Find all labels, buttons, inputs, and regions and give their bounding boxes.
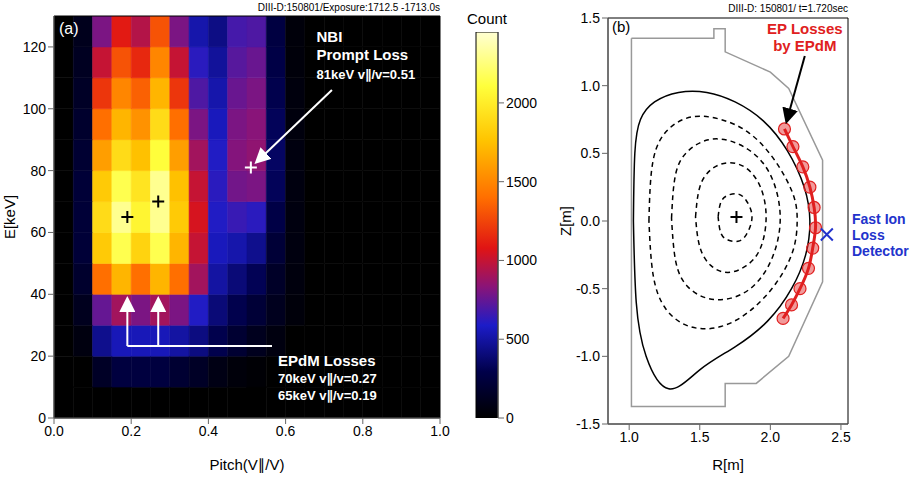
html-text:EP Losses: EP Losses bbox=[767, 20, 843, 37]
svg-text:Z[m]: Z[m] bbox=[557, 206, 574, 236]
svg-text:0.5: 0.5 bbox=[581, 145, 601, 161]
svg-text:-0.5: -0.5 bbox=[576, 281, 600, 297]
svg-text:120: 120 bbox=[23, 39, 47, 55]
svg-text:Pitch(V∥/V): Pitch(V∥/V) bbox=[209, 456, 284, 474]
svg-text:1.5: 1.5 bbox=[581, 10, 601, 26]
svg-text:100: 100 bbox=[23, 101, 47, 117]
html-text:DIII-D:150801/Exposure:1712.5: DIII-D:150801/Exposure:1712.5 -1713.0s bbox=[257, 2, 440, 13]
html-text:Loss: Loss bbox=[852, 226, 885, 243]
svg-text:R[m]: R[m] bbox=[712, 456, 744, 473]
html-text:Prompt Loss: Prompt Loss bbox=[316, 46, 409, 63]
html-text:65keV v∥/v=0.19: 65keV v∥/v=0.19 bbox=[278, 388, 377, 403]
svg-text:0.6: 0.6 bbox=[276, 423, 296, 439]
html-text:(a): (a) bbox=[59, 20, 79, 37]
svg-text:1.0: 1.0 bbox=[581, 78, 601, 94]
svg-text:1.0: 1.0 bbox=[619, 429, 639, 445]
html-text:EPdM Losses: EPdM Losses bbox=[278, 352, 376, 369]
svg-text:40: 40 bbox=[30, 286, 46, 302]
html-text:Detector: Detector bbox=[852, 242, 909, 259]
svg-text:500: 500 bbox=[506, 331, 530, 347]
svg-text:1.5: 1.5 bbox=[690, 429, 710, 445]
svg-text:0.8: 0.8 bbox=[353, 423, 373, 439]
svg-text:1.0: 1.0 bbox=[430, 423, 450, 439]
svg-text:80: 80 bbox=[30, 163, 46, 179]
svg-text:0.0: 0.0 bbox=[44, 423, 64, 439]
svg-text:2.5: 2.5 bbox=[831, 429, 851, 445]
svg-text:0.0: 0.0 bbox=[581, 213, 601, 229]
svg-text:60: 60 bbox=[30, 224, 46, 240]
svg-text:0: 0 bbox=[38, 410, 46, 426]
html-text:Count: Count bbox=[467, 10, 507, 27]
svg-text:0.4: 0.4 bbox=[199, 423, 219, 439]
html-text:NBI: NBI bbox=[316, 28, 343, 45]
svg-text:1500: 1500 bbox=[506, 174, 537, 190]
svg-text:1000: 1000 bbox=[506, 252, 537, 268]
html-text:Fast Ion: Fast Ion bbox=[852, 210, 906, 227]
svg-text:-1.5: -1.5 bbox=[576, 416, 600, 432]
svg-text:0.2: 0.2 bbox=[121, 423, 141, 439]
html-text:by EPdM: by EPdM bbox=[773, 37, 837, 54]
svg-text:2000: 2000 bbox=[506, 95, 537, 111]
svg-text:20: 20 bbox=[30, 348, 46, 364]
html-text:70keV v∥/v=0.27: 70keV v∥/v=0.27 bbox=[278, 371, 377, 386]
svg-text:-1.0: -1.0 bbox=[576, 348, 600, 364]
svg-text:2.0: 2.0 bbox=[761, 429, 781, 445]
html-text:DIII-D: 150801/ t=1.720sec: DIII-D: 150801/ t=1.720sec bbox=[728, 3, 848, 14]
html-text:81keV v∥/v=0.51: 81keV v∥/v=0.51 bbox=[316, 67, 416, 82]
svg-text:E[keV]: E[keV] bbox=[1, 195, 18, 239]
svg-text:0: 0 bbox=[506, 410, 514, 426]
html-text:(b): (b) bbox=[612, 18, 631, 35]
